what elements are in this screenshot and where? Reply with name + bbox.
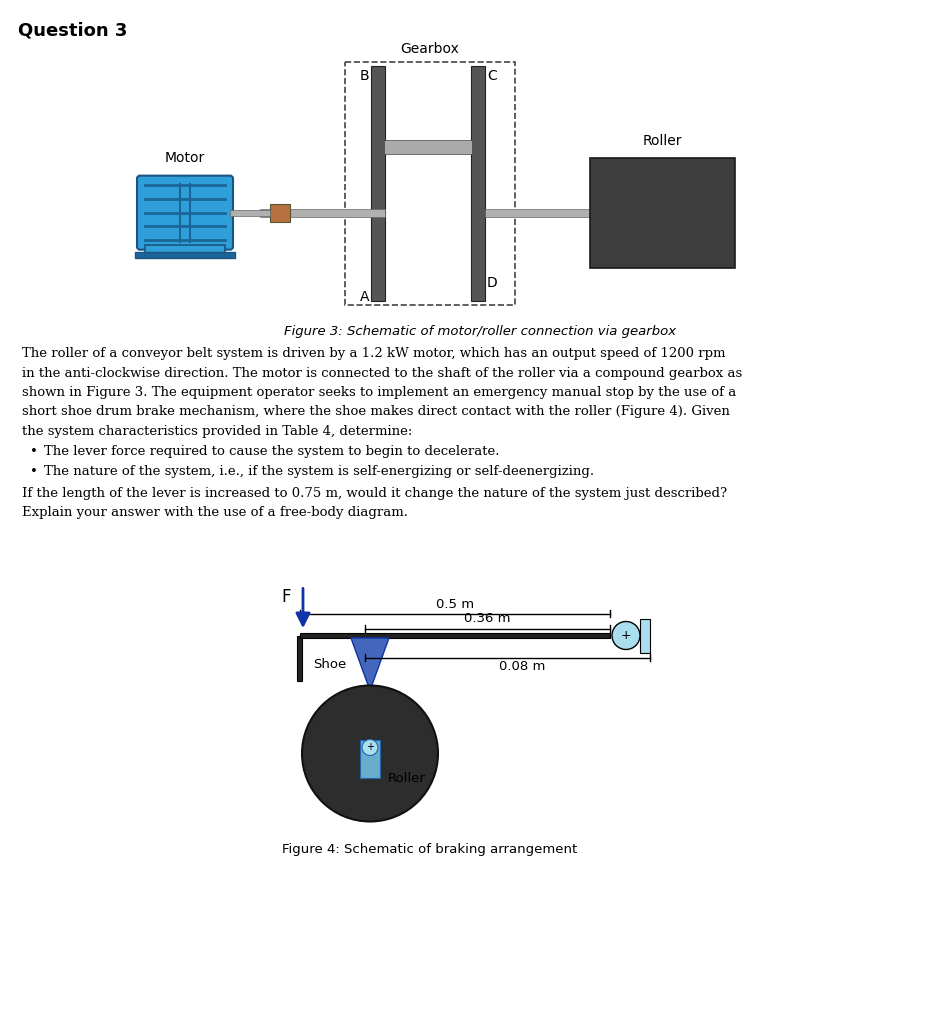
Bar: [470, 66, 485, 301]
Text: F: F: [281, 588, 290, 605]
Bar: [384, 139, 471, 154]
Text: If the length of the lever is increased to 0.75 m, would it change the nature of: If the length of the lever is increased …: [22, 486, 726, 500]
Bar: [145, 245, 225, 253]
Text: shown in Figure 3. The equipment operator seeks to implement an emergency manual: shown in Figure 3. The equipment operato…: [22, 386, 736, 399]
Text: D: D: [486, 276, 497, 290]
Bar: [589, 158, 734, 267]
Polygon shape: [350, 638, 388, 690]
Circle shape: [302, 685, 438, 821]
Text: •: •: [30, 465, 38, 478]
Bar: [297, 636, 302, 681]
Text: +: +: [366, 742, 373, 753]
Text: +: +: [620, 629, 630, 642]
Text: the system characteristics provided in Table 4, determine:: the system characteristics provided in T…: [22, 425, 412, 438]
Text: The nature of the system, i.e., if the system is self-energizing or self-deenerg: The nature of the system, i.e., if the s…: [44, 465, 593, 478]
Text: The roller of a conveyor belt system is driven by a 1.2 kW motor, which has an o: The roller of a conveyor belt system is …: [22, 347, 724, 360]
Bar: [370, 66, 385, 301]
FancyBboxPatch shape: [137, 176, 232, 250]
Text: Roller: Roller: [387, 771, 426, 784]
Text: A: A: [359, 290, 368, 304]
Text: Gearbox: Gearbox: [400, 42, 459, 56]
Text: •: •: [30, 445, 38, 459]
Bar: [229, 210, 269, 216]
Circle shape: [611, 622, 640, 649]
Text: Explain your answer with the use of a free-body diagram.: Explain your answer with the use of a fr…: [22, 506, 407, 519]
Bar: [640, 618, 649, 652]
Text: The lever force required to cause the system to begin to decelerate.: The lever force required to cause the sy…: [44, 445, 499, 459]
Circle shape: [362, 739, 378, 756]
Text: B: B: [359, 69, 368, 83]
Bar: [269, 204, 289, 221]
Text: C: C: [486, 69, 496, 83]
Text: Figure 3: Schematic of motor/roller connection via gearbox: Figure 3: Schematic of motor/roller conn…: [284, 325, 675, 338]
Text: Motor: Motor: [165, 151, 205, 165]
Bar: [300, 633, 609, 638]
Text: 0.5 m: 0.5 m: [435, 597, 473, 610]
Text: 0.08 m: 0.08 m: [499, 660, 545, 674]
Text: short shoe drum brake mechanism, where the shoe makes direct contact with the ro: short shoe drum brake mechanism, where t…: [22, 406, 729, 419]
Bar: [360, 739, 380, 777]
Text: Roller: Roller: [642, 134, 682, 147]
Text: Figure 4: Schematic of braking arrangement: Figure 4: Schematic of braking arrangeme…: [282, 844, 577, 856]
Text: Shoe: Shoe: [312, 657, 346, 671]
Text: Question 3: Question 3: [18, 22, 128, 40]
Text: 0.36 m: 0.36 m: [464, 612, 510, 626]
Bar: [135, 252, 235, 258]
Text: in the anti-clockwise direction. The motor is connected to the shaft of the roll: in the anti-clockwise direction. The mot…: [22, 367, 742, 380]
Bar: [485, 209, 589, 217]
Bar: [260, 209, 385, 217]
Bar: [345, 62, 514, 305]
